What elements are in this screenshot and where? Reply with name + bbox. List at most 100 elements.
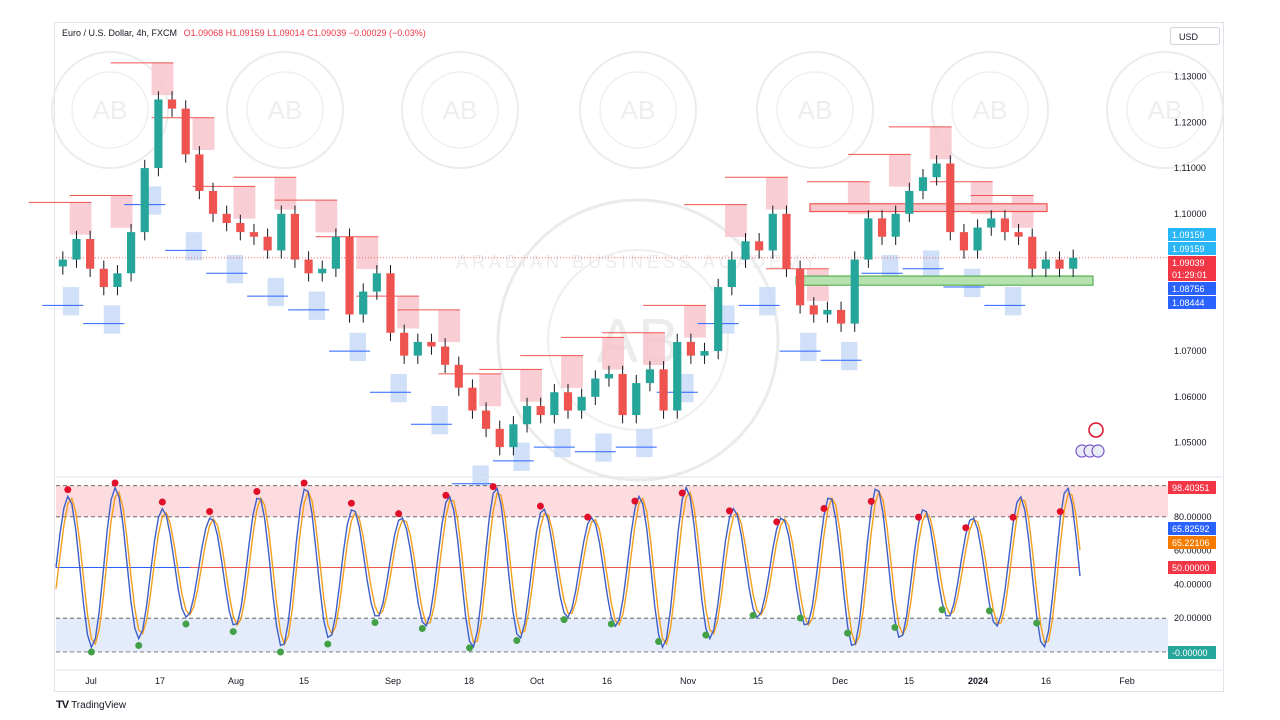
stoch-label: 65.22106	[1172, 538, 1210, 548]
candle-body	[741, 241, 750, 260]
demand-zone	[62, 287, 80, 316]
stoch-signal-dot	[182, 620, 190, 628]
demand-zone	[431, 405, 448, 435]
supply-zone	[151, 62, 174, 96]
stoch-signal-dot	[324, 640, 332, 648]
demand-zone	[349, 332, 366, 362]
supply-zone	[397, 296, 420, 329]
stoch-signal-dot	[111, 479, 119, 487]
candle-body	[400, 332, 409, 356]
price-tick-label: 1.06000	[1174, 392, 1207, 402]
symbol-title[interactable]: Euro / U.S. Dollar, 4h, FXCM	[62, 28, 178, 38]
price-tick-label: 1.13000	[1174, 72, 1207, 82]
stoch-tick-label: 40.00000	[1174, 579, 1212, 589]
candle-body	[618, 373, 627, 416]
supply-zone	[69, 202, 92, 235]
candle-body	[441, 346, 450, 365]
demand-zone	[513, 442, 530, 471]
chart-legend: Euro / U.S. Dollar, 4h, FXCM O1.09068 H1…	[62, 28, 426, 38]
watermark-seal	[226, 51, 344, 169]
candle-body	[850, 259, 859, 324]
candle-body	[113, 273, 122, 288]
time-tick-label: 15	[904, 676, 914, 686]
tradingview-logo[interactable]: TV TradingView	[56, 699, 126, 711]
price-label-bg	[1168, 256, 1216, 269]
stoch-signal-dot	[1033, 619, 1041, 627]
candle-body	[290, 213, 300, 260]
supply-zone	[684, 305, 706, 338]
watermark-seal-text: AB	[268, 95, 303, 125]
stoch-signal-dot	[536, 502, 544, 510]
stoch-signal-dot	[395, 510, 403, 518]
watermark-seal	[579, 51, 697, 169]
stoch-label: 98.40351	[1172, 483, 1210, 493]
demand-zone	[800, 332, 817, 362]
demand-zone	[390, 373, 407, 403]
candle-body	[632, 383, 641, 416]
candle-body	[563, 392, 573, 411]
demand-zone	[103, 305, 121, 334]
stoch-signal-dot	[607, 620, 615, 628]
candle-body	[331, 236, 340, 269]
demand-zone	[144, 186, 162, 215]
zones-layer	[28, 62, 1168, 494]
candle-body	[359, 291, 368, 315]
currency-button[interactable]: USD	[1170, 27, 1220, 45]
watermark-seal	[931, 51, 1049, 169]
time-tick-label: Feb	[1119, 676, 1135, 686]
candle-body	[72, 238, 81, 260]
stoch-signal-dot	[915, 513, 923, 521]
candle-body	[946, 163, 955, 233]
stoch-signal-dot	[560, 616, 568, 624]
watermark-seal-text: AB	[798, 95, 833, 125]
candle-body	[714, 287, 723, 352]
event-marker-icon	[1091, 444, 1105, 458]
economic-event-icon	[1088, 422, 1104, 438]
candle-body	[796, 268, 805, 306]
candles-layer	[58, 91, 1078, 456]
supply-zone	[438, 309, 461, 343]
price-tick-label: 1.10000	[1174, 209, 1207, 219]
watermark-seal	[756, 51, 874, 169]
watermark-seal-text: AB	[621, 95, 656, 125]
demand-zone	[759, 287, 776, 316]
candle-body	[222, 213, 231, 223]
price-label-bg	[1168, 228, 1216, 241]
stoch-signal-dot	[867, 497, 875, 505]
candle-body	[1014, 232, 1023, 237]
ohlc-values: O1.09068 H1.09159 L1.09014 C1.09039 −0.0…	[183, 28, 426, 38]
candle-body	[454, 364, 463, 388]
candle-body	[577, 396, 586, 411]
stoch-signal-dot	[796, 614, 804, 622]
price-tick-label: 1.11000	[1174, 163, 1206, 173]
candle-body	[755, 241, 764, 251]
candle-body	[973, 227, 982, 251]
candle-body	[99, 268, 108, 288]
stoch-signal-dot	[158, 498, 166, 506]
time-tick-label: Nov	[680, 676, 697, 686]
time-tick-label: Aug	[228, 676, 244, 686]
stoch-signal-dot	[702, 631, 710, 639]
time-tick-label: Jul	[85, 676, 97, 686]
stoch-signal-dot	[985, 607, 993, 615]
candle-body	[782, 213, 791, 269]
stoch-signal-dot	[678, 489, 686, 497]
stoch-k-line	[55, 485, 1081, 650]
candle-body	[659, 369, 668, 411]
watermark-seal-inner	[1126, 71, 1204, 149]
stoch-signal-dot	[584, 513, 592, 521]
candle-body	[140, 168, 149, 233]
candle-body	[345, 236, 354, 315]
watermark-name: ARABIAN BUSINESS ACADEMY	[456, 252, 820, 272]
supply-zone	[356, 236, 379, 269]
candle-body	[386, 273, 395, 333]
supply-zone	[315, 200, 338, 233]
time-tick-label: 2024	[968, 676, 988, 686]
stoch-signal-dot	[1009, 513, 1017, 521]
chart-frame	[54, 22, 1224, 692]
candle-body	[58, 259, 67, 267]
supply-zone	[888, 154, 911, 187]
stoch-tick-label: 60.00000	[1174, 546, 1212, 556]
